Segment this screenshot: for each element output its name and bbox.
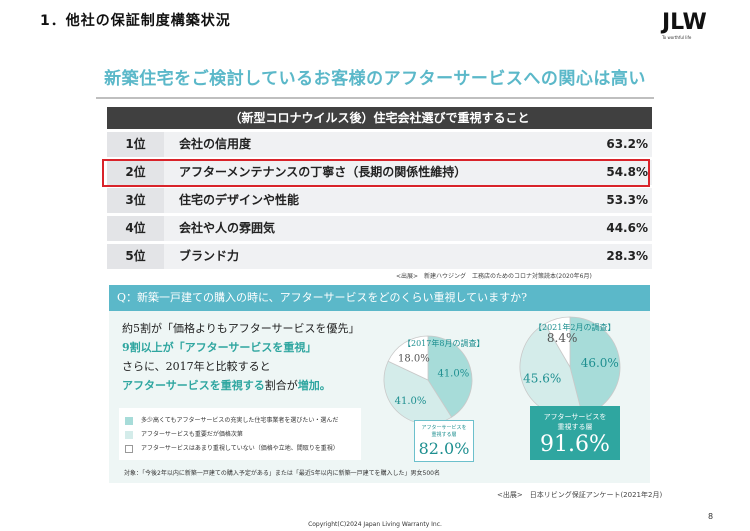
- rank-item: 会社や人の雰囲気: [179, 221, 276, 235]
- ranking-source: <出展> 新建ハウジング 工務店のためのコロナ対策読本(2020年6月): [396, 273, 592, 280]
- pie-slice: [387, 335, 429, 381]
- rank-label: 5位: [107, 244, 164, 269]
- callout-label: 重視する層: [431, 432, 457, 438]
- legend-label: 多少高くてもアフターサービスの充実した住宅事業者を選びたい・選んだ: [141, 417, 339, 424]
- survey-source: <出展> 日本リビング保証アンケート(2021年2月): [497, 491, 663, 499]
- ranking-row: 3位 住宅のデザインや性能 53.3%: [107, 188, 652, 213]
- ranking-row: 1位 会社の信用度 63.2%: [107, 132, 652, 157]
- company-logo: JLW To worthful life: [662, 10, 712, 41]
- callout-label: アフターサービスを: [421, 425, 467, 431]
- ranking-row: 2位 アフターメンテナンスの丁寧さ（長期の関係性維持） 54.8%: [107, 160, 652, 185]
- main-heading: 新築住宅をご検討しているお客様のアフターサービスへの関心は高い: [104, 69, 646, 89]
- highlight-frame: [102, 159, 650, 187]
- survey-title-2021: 【2021年2月の調査】: [534, 323, 616, 332]
- pie-charts: 41.0% 41.0% 18.0% 46.0% 45.6% 8.4%: [383, 316, 621, 425]
- lead-emphasis-end: 増加。: [297, 379, 331, 392]
- legend-label: アフターサービスも重要だが価格次第: [141, 431, 243, 438]
- lead-line-1: 約5割が「価格よりもアフターサービスを優先」: [122, 322, 360, 335]
- copyright: Copyright(C)2024 Japan Living Warranty I…: [308, 521, 442, 528]
- rank-item: ブランド力: [179, 249, 240, 263]
- legend-swatch: [125, 416, 133, 425]
- survey-title-2017: 【2017年8月の調査】: [403, 339, 485, 348]
- lead-line-4: アフターサービスを重視する割合が増加。: [122, 377, 331, 393]
- legend-item: アフターサービスはあまり重視していない（価格や立地、間取りを重視）: [125, 443, 339, 453]
- lead-line-3: さらに、2017年と比較すると: [122, 360, 271, 373]
- callout-value: 91.6%: [540, 432, 610, 457]
- rank-item: 住宅のデザインや性能: [179, 193, 300, 207]
- survey-question: Q：新築一戸建ての購入の時に、アフターサービスをどのくらい重視していますか?: [109, 285, 650, 311]
- legend-item: アフターサービスも重要だが価格次第: [125, 429, 243, 439]
- callout-label: 重視する層: [557, 423, 593, 431]
- ranking-row: 4位 会社や人の雰囲気 44.6%: [107, 216, 652, 241]
- lead-emphasis: アフターサービスを重視する: [122, 379, 265, 392]
- section-title: 1．他社の保証制度構築状況: [40, 13, 231, 29]
- pie-slice-label: 46.0%: [581, 356, 619, 370]
- ranking-table-header: （新型コロナウイルス後）住宅会社選びで重視すること: [107, 107, 652, 129]
- rank-label: 1位: [107, 132, 164, 157]
- legend-swatch: [125, 444, 133, 453]
- page-number: 8: [708, 512, 714, 521]
- rank-percent: 54.8%: [606, 165, 648, 179]
- callout-value: 82.0%: [418, 439, 470, 458]
- pie-slice-label: 8.4%: [547, 331, 578, 345]
- rank-percent: 28.3%: [606, 249, 648, 263]
- logo-tagline: To worthful life: [662, 35, 692, 40]
- rank-percent: 53.3%: [606, 193, 648, 207]
- chart-legend: 多少高くてもアフターサービスの充実した住宅事業者を選びたい・選んだ アフターサー…: [119, 408, 361, 460]
- legend-swatch: [125, 430, 133, 439]
- callout-label: アフターサービスを: [543, 413, 607, 421]
- callout-2021: アフターサービスを 重視する層 91.6%: [530, 406, 620, 460]
- pie-slice-label: 18.0%: [398, 354, 430, 365]
- pie-slice-label: 45.6%: [523, 371, 561, 385]
- legend-item: 多少高くてもアフターサービスの充実した住宅事業者を選びたい・選んだ: [125, 415, 338, 425]
- pie-slice: [544, 316, 571, 369]
- pie-slice-label: 41.0%: [437, 369, 469, 380]
- callout-2017: アフターサービスを 重視する層 82.0%: [414, 420, 474, 462]
- rank-percent: 44.6%: [606, 221, 648, 235]
- rank-percent: 63.2%: [606, 137, 648, 151]
- logo-mark: JLW: [662, 10, 707, 35]
- ranking-table: （新型コロナウイルス後）住宅会社選びで重視すること 1位 会社の信用度 63.2…: [107, 107, 652, 269]
- lead-text: 割合が: [264, 379, 298, 392]
- rank-item: 会社の信用度: [179, 137, 252, 151]
- legend-label: アフターサービスはあまり重視していない（価格や立地、間取りを重視）: [141, 445, 339, 452]
- rank-label: 2位: [107, 160, 164, 185]
- heading-divider: [96, 97, 654, 99]
- ranking-row: 5位 ブランド力 28.3%: [107, 244, 652, 269]
- pie-slice-label: 41.0%: [395, 396, 427, 407]
- survey-target-note: 対象：「今後2年以内に新築一戸建ての購入予定がある」または「最近5年以内に新築一…: [124, 470, 440, 477]
- rank-label: 3位: [107, 188, 164, 213]
- lead-line-2: 9割以上が「アフターサービスを重視」: [122, 341, 317, 354]
- rank-label: 4位: [107, 216, 164, 241]
- rank-item: アフターメンテナンスの丁寧さ（長期の関係性維持）: [179, 165, 467, 179]
